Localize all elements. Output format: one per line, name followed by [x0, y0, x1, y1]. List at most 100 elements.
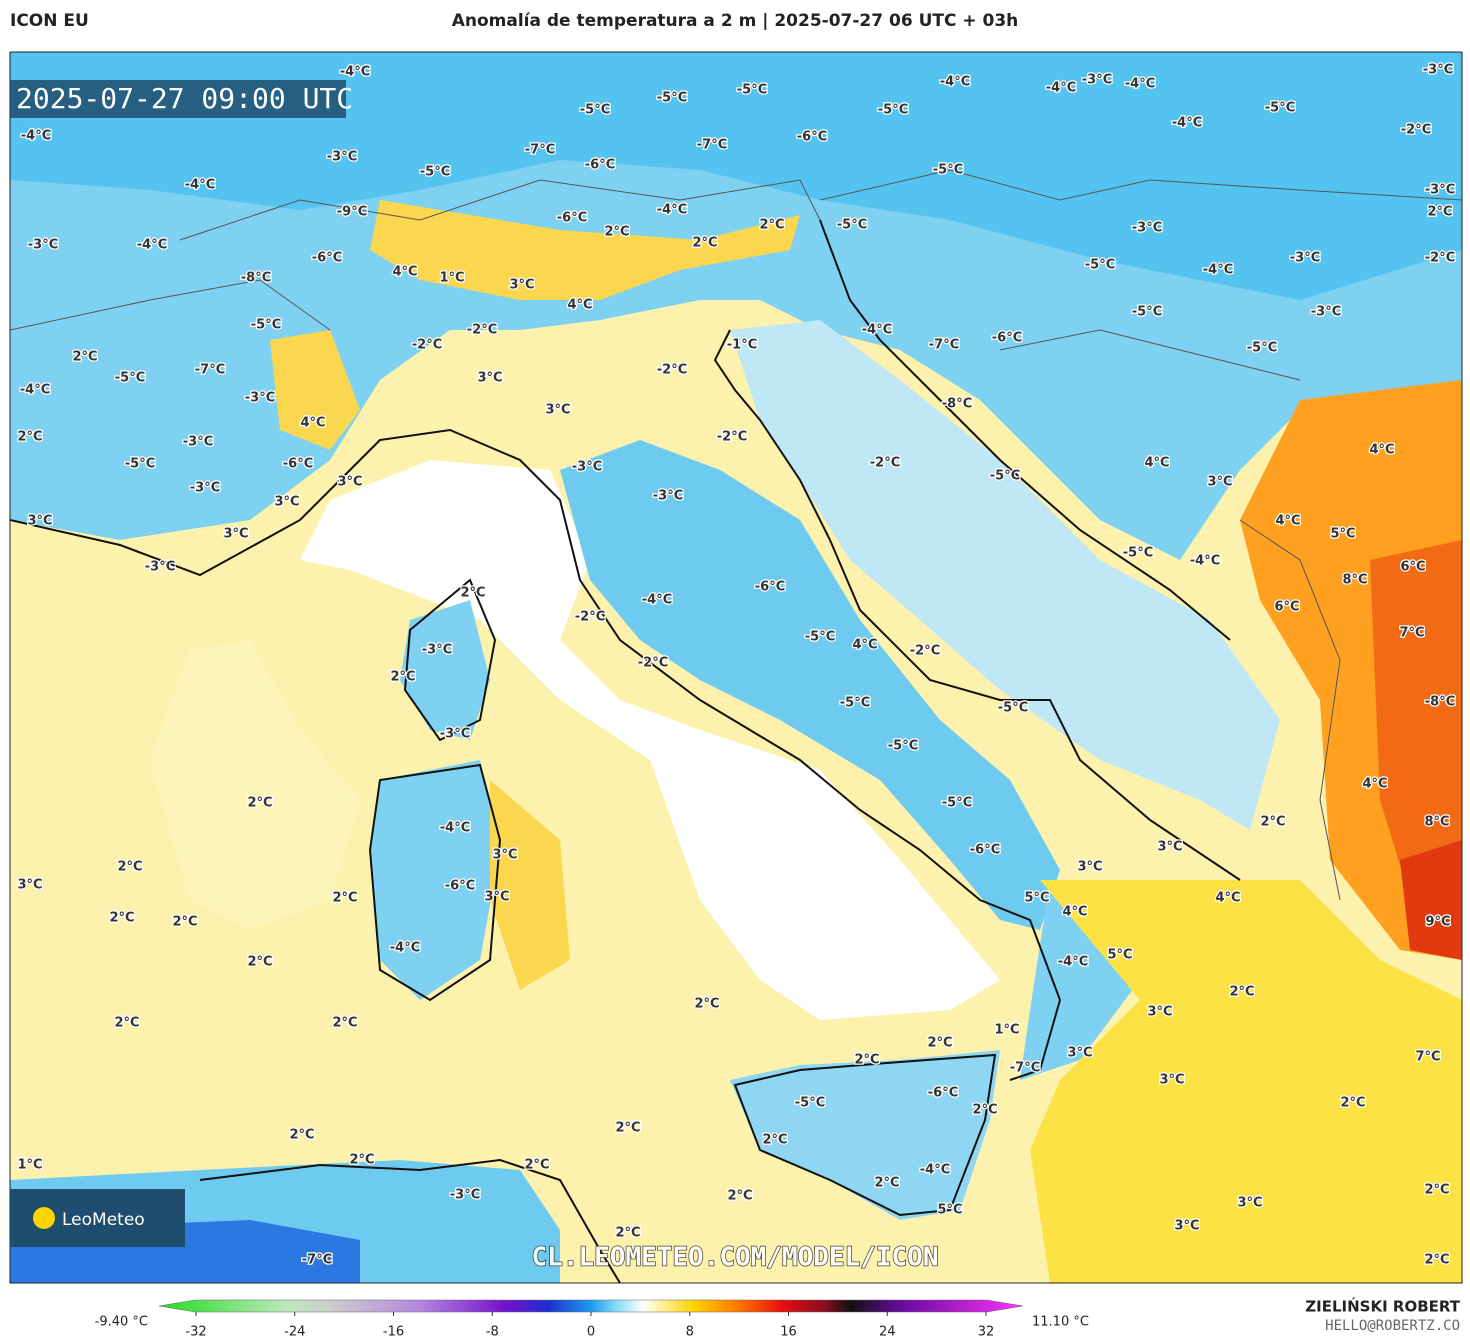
contour-label: -4°C	[340, 65, 370, 80]
contour-label: 4°C	[1062, 905, 1087, 920]
contour-label: 2°C	[759, 218, 784, 233]
logo-text: LeoMeteo	[62, 1210, 145, 1230]
contour-label: 2°C	[762, 1133, 787, 1148]
contour-label: 3°C	[484, 890, 509, 905]
contour-label: 4°C	[852, 638, 877, 653]
contour-labels: -4°C -4°C -3°C -5°C -4°C -9°C -3°C -4°C -6°C -8°C…	[16, 61, 1456, 1269]
contour-label: -3°C	[1132, 221, 1162, 236]
contour-label: -5°C	[737, 83, 767, 98]
sardinia-warm	[490, 780, 570, 990]
warm-patch	[270, 330, 360, 450]
contour-label: -6°C	[557, 211, 587, 226]
contour-label: -3°C	[190, 481, 220, 496]
contour-label: -3°C	[1082, 73, 1112, 88]
contour-label: 4°C	[1362, 777, 1387, 792]
contour-label: 2°C	[172, 915, 197, 930]
contour-label: 3°C	[1157, 840, 1182, 855]
contour-label: -5°C	[942, 796, 972, 811]
tyrrhenian-sea	[300, 460, 1000, 1020]
corsica-land	[400, 600, 490, 740]
contour-label: -5°C	[878, 103, 908, 118]
contour-label: -5°C	[1085, 258, 1115, 273]
contour-label: 2°C	[604, 225, 629, 240]
watermark-url: CL.LEOMETEO.COM/MODEL/ICON	[532, 1243, 939, 1273]
contour-label: -5°C	[888, 739, 918, 754]
contour-label: 2°C	[17, 430, 42, 445]
contour-label: 2°C	[1229, 985, 1254, 1000]
colorbar-tick-label: -8	[486, 1325, 499, 1339]
map-title: Anomalía de temperatura a 2 m | 2025-07-…	[452, 11, 1019, 31]
contour-label: -3°C	[1425, 183, 1455, 198]
contour-label: -5°C	[933, 163, 963, 178]
contour-label: -4°C	[390, 941, 420, 956]
contour-label: -3°C	[1423, 63, 1453, 78]
colorbar-tick-label: 32	[978, 1325, 995, 1339]
contour-label: 2°C	[460, 586, 485, 601]
contour-label: -2°C	[467, 323, 497, 338]
colorbar-tick-label: 0	[587, 1325, 595, 1339]
contour-label: 2°C	[289, 1128, 314, 1143]
contour-label: -5°C	[657, 91, 687, 106]
contour-label: -4°C	[185, 178, 215, 193]
alps-high	[10, 52, 1462, 300]
contour-label: -5°C	[420, 165, 450, 180]
contour-label: -6°C	[928, 1086, 958, 1101]
contour-label: 2°C	[247, 796, 272, 811]
contour-label: -6°C	[312, 251, 342, 266]
contour-label: -3°C	[327, 150, 357, 165]
contour-label: 2°C	[1424, 1253, 1449, 1268]
contour-label: 1°C	[439, 271, 464, 286]
contour-label: -2°C	[870, 456, 900, 471]
contour-label: -5°C	[837, 218, 867, 233]
colorbar-tick-label: 8	[686, 1325, 694, 1339]
contour-label: -3°C	[145, 560, 175, 575]
contour-label: 2°C	[349, 1153, 374, 1168]
author: ZIELIŃSKI ROBERT	[1305, 1297, 1460, 1316]
colorbar-bar	[158, 1299, 1024, 1313]
contour-label: 7°C	[1415, 1050, 1440, 1065]
contour-label: 5°C	[1330, 527, 1355, 542]
contour-label: -3°C	[440, 727, 470, 742]
contour-label: -9°C	[337, 205, 367, 220]
contour-label: -2°C	[657, 363, 687, 378]
contour-label: -3°C	[183, 435, 213, 450]
colorbar-tick-label: 16	[780, 1325, 797, 1339]
contour-label: 2°C	[1260, 815, 1285, 830]
timestamp-box	[10, 80, 346, 118]
contour-label: 3°C	[27, 514, 52, 529]
sea-pale	[150, 640, 360, 930]
contour-label: -4°C	[1190, 554, 1220, 569]
contour-label: 3°C	[1077, 860, 1102, 875]
contour-label: 4°C	[1369, 443, 1394, 458]
map	[10, 52, 1462, 1283]
contour-label: -5°C	[1132, 305, 1162, 320]
email: HELLO@ROBERTZ.CO	[1325, 1318, 1460, 1334]
contour-label: 2°C	[694, 997, 719, 1012]
contour-label: 2°C	[72, 350, 97, 365]
colorbar: -9.40 °C 11.10 °C -32 -24 -16 -8 0 8 16 24 32	[95, 1299, 1089, 1339]
contour-label: 5°C	[1107, 948, 1132, 963]
contour-label: 2°C	[332, 1016, 357, 1031]
contour-label: -3°C	[245, 391, 275, 406]
contour-label: -3°C	[1290, 251, 1320, 266]
contour-label: -4°C	[440, 821, 470, 836]
contour-label: 2°C	[109, 911, 134, 926]
contour-label: -6°C	[585, 158, 615, 173]
contour-label: -4°C	[1203, 263, 1233, 278]
peninsula-land	[560, 440, 1060, 930]
contour-label: -3°C	[422, 643, 452, 658]
contour-label: 2°C	[615, 1121, 640, 1136]
contour-label: -4°C	[1125, 77, 1155, 92]
contour-label: -6°C	[797, 130, 827, 145]
sardinia-land	[370, 760, 500, 1000]
balkan-hottest	[1400, 840, 1462, 960]
borders	[10, 169, 1462, 901]
contour-label: -8°C	[942, 397, 972, 412]
contour-label: 3°C	[545, 403, 570, 418]
contour-label: 4°C	[1275, 514, 1300, 529]
adriatic-sea	[730, 320, 1280, 830]
contour-label: 2°C	[1427, 205, 1452, 220]
colorbar-min: -9.40 °C	[95, 1315, 148, 1330]
coastlines	[10, 219, 1241, 1283]
contour-label: 2°C	[927, 1036, 952, 1051]
